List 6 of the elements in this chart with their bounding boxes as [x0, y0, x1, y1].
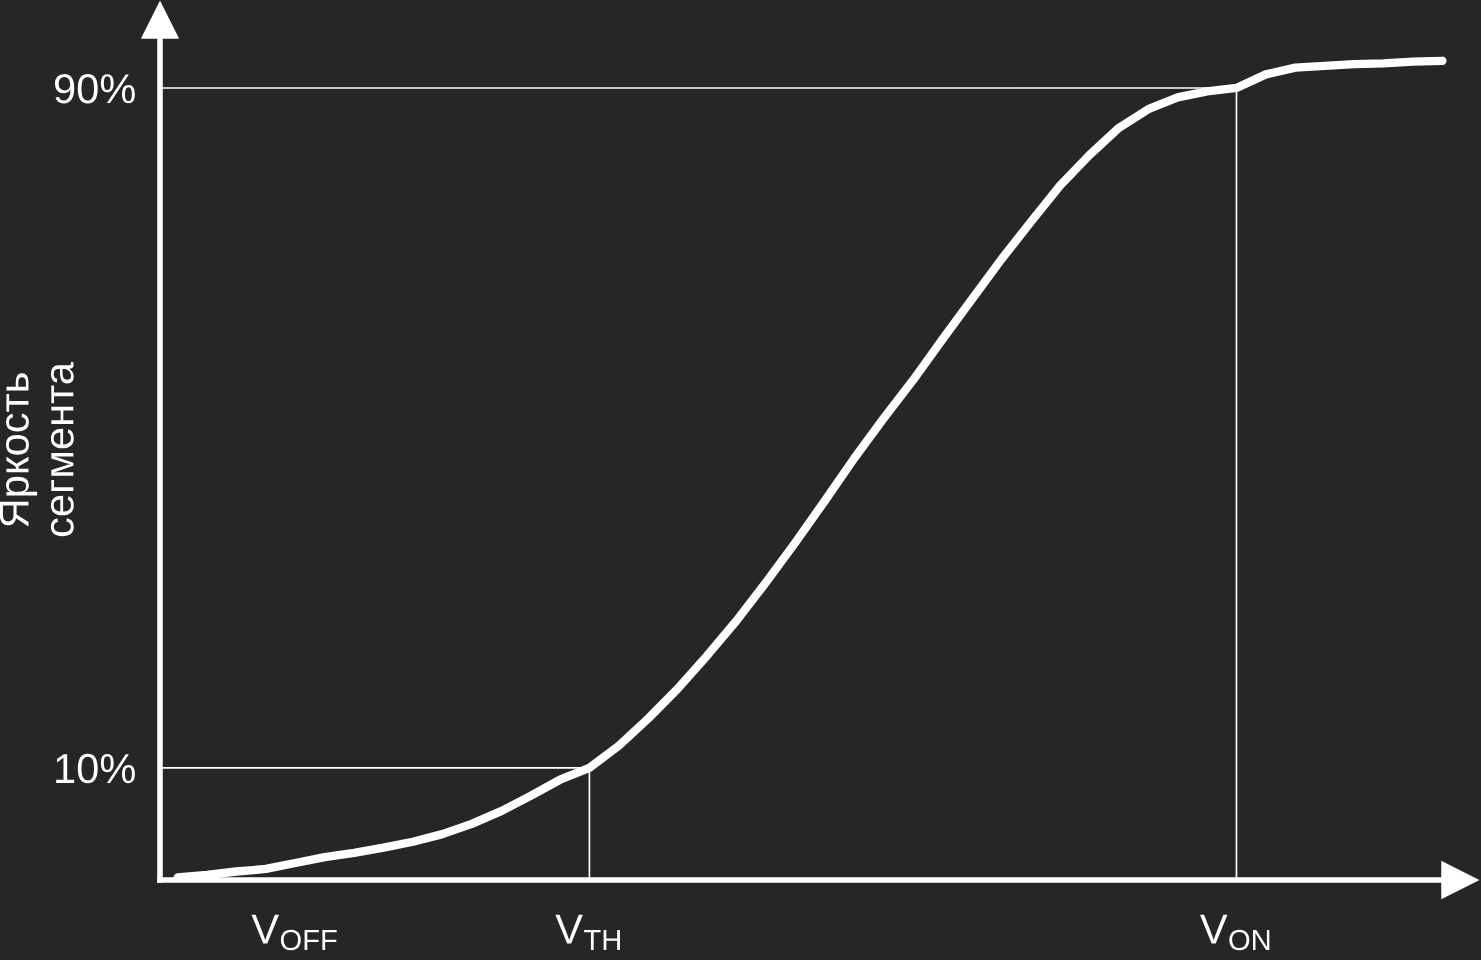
y-tick-label: 90%: [54, 73, 135, 104]
x-tick-label: V$_{ON}$: [1199, 914, 1270, 951]
x-tick-label: V$_{TH}$: [555, 914, 620, 951]
x-tick-label: V$_{OFF}$: [251, 914, 337, 951]
y-tick-label: 10%: [56, 753, 135, 784]
y-axis-title: Яркость сегмента: [0, 362, 74, 537]
